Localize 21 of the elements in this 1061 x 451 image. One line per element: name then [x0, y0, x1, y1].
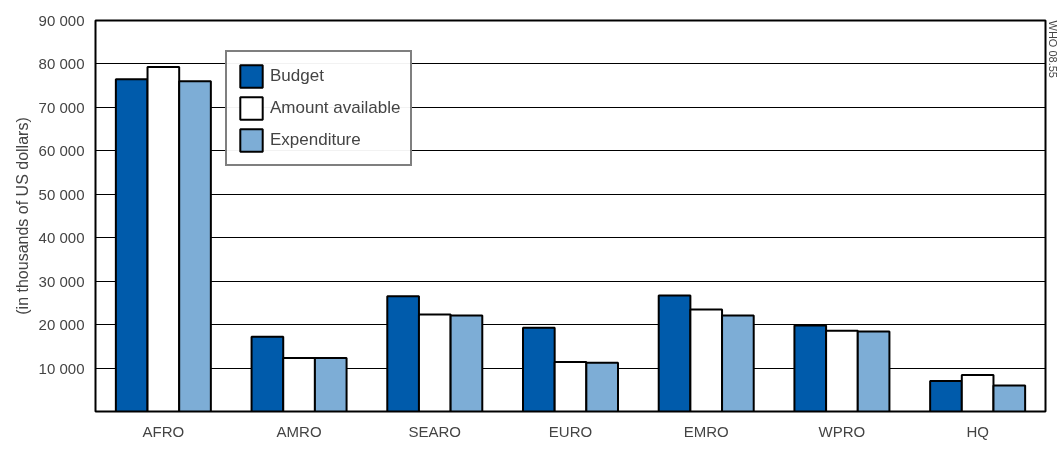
- x-tick-label: HQ: [966, 422, 989, 440]
- y-axis-title: (in thousands of US dollars): [13, 117, 31, 315]
- x-tick-label: SEARO: [408, 422, 462, 440]
- y-tick-label: 50 000: [38, 185, 85, 203]
- x-tick-label: WPRO: [818, 422, 866, 440]
- y-tick-label: 90 000: [38, 12, 85, 29]
- x-tick-label: EURO: [548, 422, 593, 440]
- legend-label: Amount available: [270, 98, 401, 118]
- y-tick-label: 80 000: [38, 55, 85, 73]
- y-tick-label: 20 000: [38, 316, 85, 334]
- y-tick-label: 40 000: [38, 229, 85, 247]
- x-tick-label: EMRO: [683, 422, 729, 440]
- y-tick-label: 30 000: [38, 272, 85, 290]
- x-tick-label: AMRO: [276, 422, 322, 440]
- y-tick-label: 70 000: [38, 98, 85, 116]
- legend-label: Expenditure: [270, 130, 361, 150]
- legend-label: Budget: [270, 66, 324, 86]
- text: WHO 08.55: [1046, 20, 1059, 78]
- y-tick-label: 60 000: [38, 142, 85, 160]
- y-tick-label: 10 000: [38, 359, 85, 377]
- x-tick-label: AFRO: [142, 422, 185, 440]
